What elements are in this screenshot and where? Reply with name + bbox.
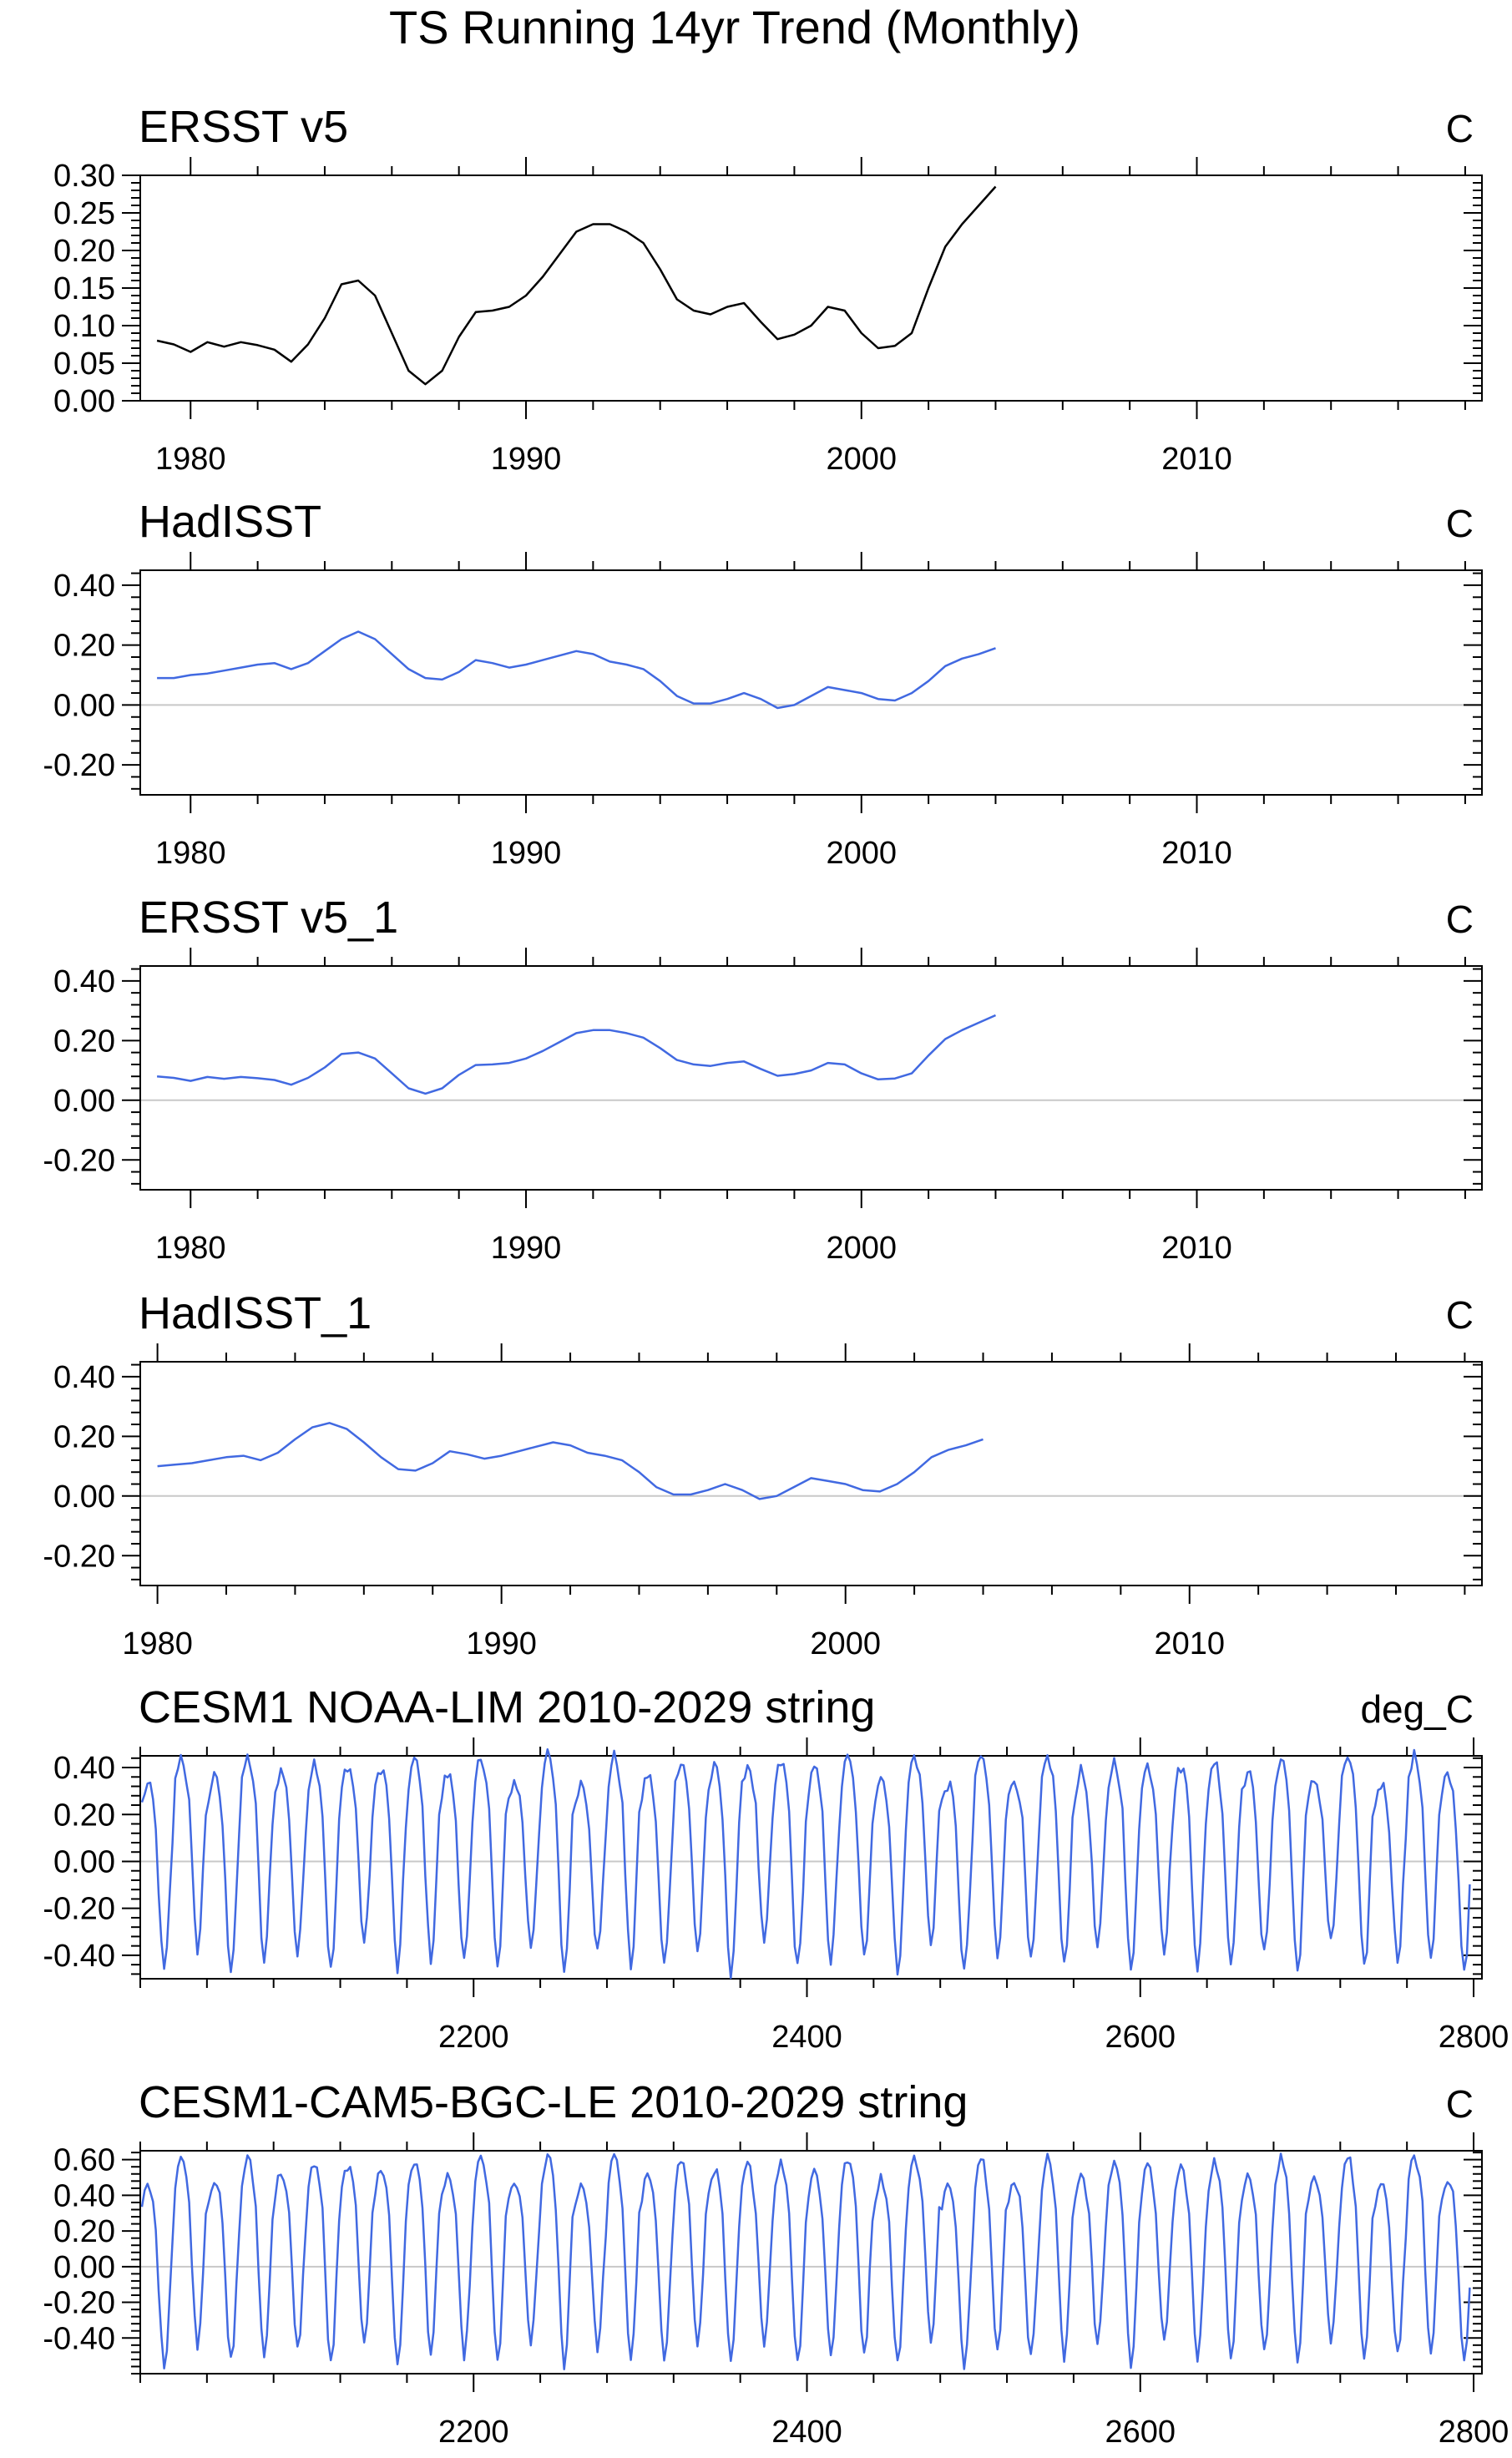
x-tick-label: 2800: [1439, 2415, 1509, 2450]
panel-title: ERSST v5: [139, 102, 348, 152]
x-tick-label: 2800: [1439, 2020, 1509, 2055]
panel-title: HadISST_1: [139, 1288, 372, 1338]
y-tick-label: -0.20: [43, 1143, 115, 1178]
panel-3: ERSST v5_1 C 1980 1990 2000 2010 -0.20 0.00 0.20…: [43, 893, 1483, 1266]
y-tick-label: 0.60: [53, 2143, 115, 2178]
panel-title: HadISST: [139, 497, 321, 547]
units-label: C: [1446, 502, 1474, 545]
y-tick-label: 0.40: [53, 1360, 115, 1395]
panel-title: CESM1 NOAA-LIM 2010-2029 string: [139, 1682, 875, 1732]
plot-frame: [139, 1755, 1483, 1980]
series-line: [156, 1014, 997, 1095]
x-tick-label: 1980: [155, 836, 226, 871]
y-tick-label: 0.00: [53, 1084, 115, 1119]
y-tick-label: 0.20: [53, 2214, 115, 2249]
x-tick-label: 1990: [466, 1626, 537, 1661]
x-tick-label: 1990: [491, 442, 562, 477]
plot-frame: [139, 2150, 1483, 2375]
y-tick-label: -0.20: [43, 2286, 115, 2321]
y-tick-label: 0.00: [53, 1479, 115, 1515]
x-tick-label: 2000: [810, 1626, 881, 1661]
panel-4: HadISST_1 C 1980 1990 2000 2010 -0.20 0.00 0.20 0…: [43, 1288, 1483, 1661]
units-label: deg_C: [1360, 1687, 1474, 1731]
x-tick-label: 2200: [438, 2020, 509, 2055]
series-line: [157, 630, 996, 710]
panel-1: ERSST v5 C 1980 1990 2000 2010 0.000.050.100.1…: [53, 102, 1483, 477]
series-line: [156, 185, 997, 386]
y-tick-label: 0.20: [53, 629, 115, 664]
x-tick-label: 2000: [826, 1231, 897, 1266]
series-line: [140, 2152, 1471, 2370]
y-tick-label: 0.20: [53, 234, 115, 269]
y-tick-label: -0.20: [43, 748, 115, 783]
series-line: [157, 1422, 984, 1500]
x-tick-label: 2000: [826, 442, 897, 477]
y-tick-label: 0.10: [53, 309, 115, 344]
x-tick-label: 1990: [491, 836, 562, 871]
x-tick-label: 2600: [1105, 2415, 1176, 2450]
figure-title: TS Running 14yr Trend (Monthly): [389, 1, 1080, 53]
panel-title: CESM1-CAM5-BGC-LE 2010-2029 string: [139, 2077, 968, 2127]
plot-frame: [139, 1361, 1483, 1586]
x-tick-label: 1990: [491, 1231, 562, 1266]
y-tick-label: 0.15: [53, 271, 115, 306]
series-line: [140, 1747, 1471, 1980]
panel-5: CESM1 NOAA-LIM 2010-2029 string deg_C 2200…: [43, 1682, 1509, 2055]
x-tick-label: 2400: [771, 2415, 842, 2450]
y-tick-label: 0.00: [53, 1844, 115, 1879]
y-tick-label: 0.40: [53, 964, 115, 999]
plot-frame: [139, 174, 1483, 402]
x-tick-label: 1980: [155, 442, 226, 477]
units-label: C: [1446, 898, 1474, 941]
y-tick-label: 0.20: [53, 1024, 115, 1059]
x-tick-label: 2400: [771, 2020, 842, 2055]
x-tick-label: 2010: [1154, 1626, 1225, 1661]
y-tick-label: -0.40: [43, 2321, 115, 2356]
x-tick-label: 2010: [1161, 836, 1232, 871]
units-label: C: [1446, 2082, 1474, 2126]
y-tick-label: 0.20: [53, 1798, 115, 1833]
plot-frame: [139, 965, 1483, 1191]
units-label: C: [1446, 107, 1474, 150]
y-tick-label: 0.30: [53, 159, 115, 194]
x-tick-label: 2010: [1161, 1231, 1232, 1266]
x-tick-label: 2010: [1161, 442, 1232, 477]
x-tick-label: 1980: [122, 1626, 193, 1661]
y-tick-label: 0.40: [53, 1751, 115, 1786]
units-label: C: [1446, 1293, 1474, 1337]
y-tick-label: -0.20: [43, 1892, 115, 1927]
plot-frame: [139, 569, 1483, 796]
panel-6: CESM1-CAM5-BGC-LE 2010-2029 string C 2200 2…: [43, 2077, 1509, 2450]
y-tick-label: 0.00: [53, 384, 115, 419]
y-tick-label: 0.05: [53, 346, 115, 382]
y-tick-label: 0.20: [53, 1419, 115, 1454]
panel-2: HadISST C 1980 1990 2000 2010 -0.20 0.00 0.20 0.4…: [43, 497, 1483, 871]
y-tick-label: 0.00: [53, 2250, 115, 2285]
x-tick-label: 2600: [1105, 2020, 1176, 2055]
y-tick-label: -0.40: [43, 1939, 115, 1974]
x-tick-label: 1980: [155, 1231, 226, 1266]
x-tick-label: 2000: [826, 836, 897, 871]
panel-title: ERSST v5_1: [139, 893, 398, 943]
x-tick-label: 2200: [438, 2415, 509, 2450]
y-tick-label: 0.40: [53, 2178, 115, 2213]
y-tick-label: -0.20: [43, 1539, 115, 1574]
y-tick-label: 0.25: [53, 196, 115, 231]
y-tick-label: 0.00: [53, 688, 115, 723]
y-tick-label: 0.40: [53, 569, 115, 604]
